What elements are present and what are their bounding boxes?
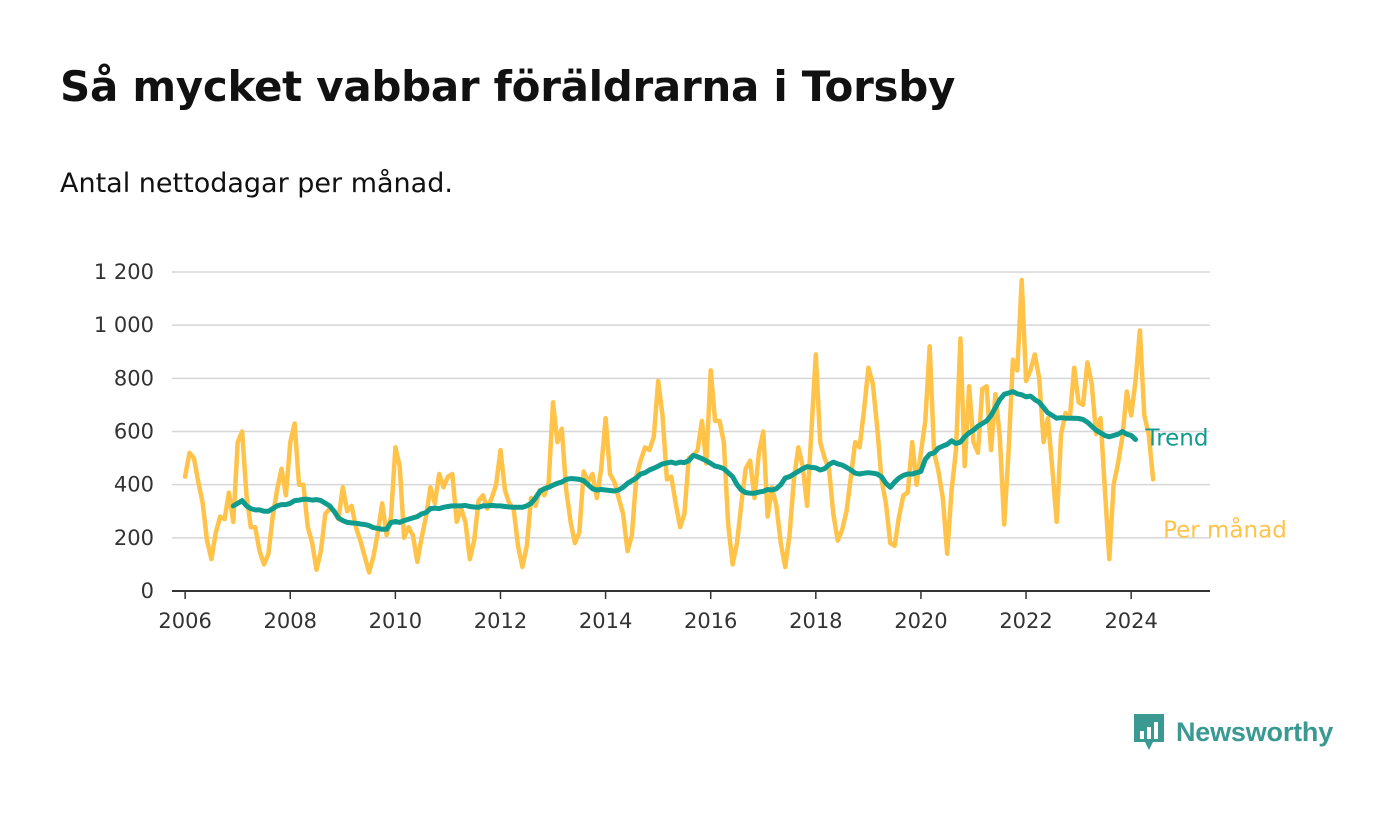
x-tick-label: 2024 bbox=[1104, 609, 1157, 633]
x-tick-label: 2022 bbox=[999, 609, 1052, 633]
x-tick-label: 2008 bbox=[264, 609, 317, 633]
y-tick-label: 1 200 bbox=[94, 260, 154, 284]
x-tick-label: 2014 bbox=[579, 609, 632, 633]
x-tick-label: 2006 bbox=[158, 609, 211, 633]
line-chart: 0 200 400 600 800 1 000 1 200 2006 2008 2010 2012… bbox=[94, 260, 1287, 633]
chart-subtitle: Antal nettodagar per månad. bbox=[60, 168, 453, 199]
x-tick-label: 2020 bbox=[894, 609, 947, 633]
y-tick-label: 600 bbox=[114, 420, 154, 444]
chart-title: Så mycket vabbar föräldrarna i Torsby bbox=[60, 62, 956, 111]
series-label-trend: Trend bbox=[1145, 425, 1209, 451]
brand-logo: Newsworthy bbox=[1132, 712, 1333, 752]
y-tick-label: 800 bbox=[114, 366, 154, 390]
x-tick-label: 2010 bbox=[369, 609, 422, 633]
x-tick-label: 2016 bbox=[684, 609, 737, 633]
series-labels: Per månad Trend bbox=[1145, 425, 1287, 543]
series-line-trend bbox=[230, 389, 1138, 532]
x-tick-label: 2018 bbox=[789, 609, 842, 633]
y-tick-label: 0 bbox=[141, 579, 154, 603]
x-axis-ticks: 2006 2008 2010 2012 2014 2016 2018 2020 2022 2024 bbox=[158, 591, 1158, 633]
x-tick-label: 2012 bbox=[474, 609, 527, 633]
brand-name: Newsworthy bbox=[1176, 716, 1334, 747]
y-tick-label: 1 000 bbox=[94, 313, 154, 337]
series-lines bbox=[182, 277, 1156, 575]
y-tick-label: 200 bbox=[114, 526, 154, 550]
series-label-per-manad: Per månad bbox=[1163, 515, 1287, 543]
y-tick-label: 400 bbox=[114, 473, 154, 497]
series-line-per-manad bbox=[182, 277, 1156, 575]
newsworthy-logo-icon bbox=[1134, 714, 1164, 750]
y-axis-ticks: 0 200 400 600 800 1 000 1 200 bbox=[94, 260, 154, 603]
